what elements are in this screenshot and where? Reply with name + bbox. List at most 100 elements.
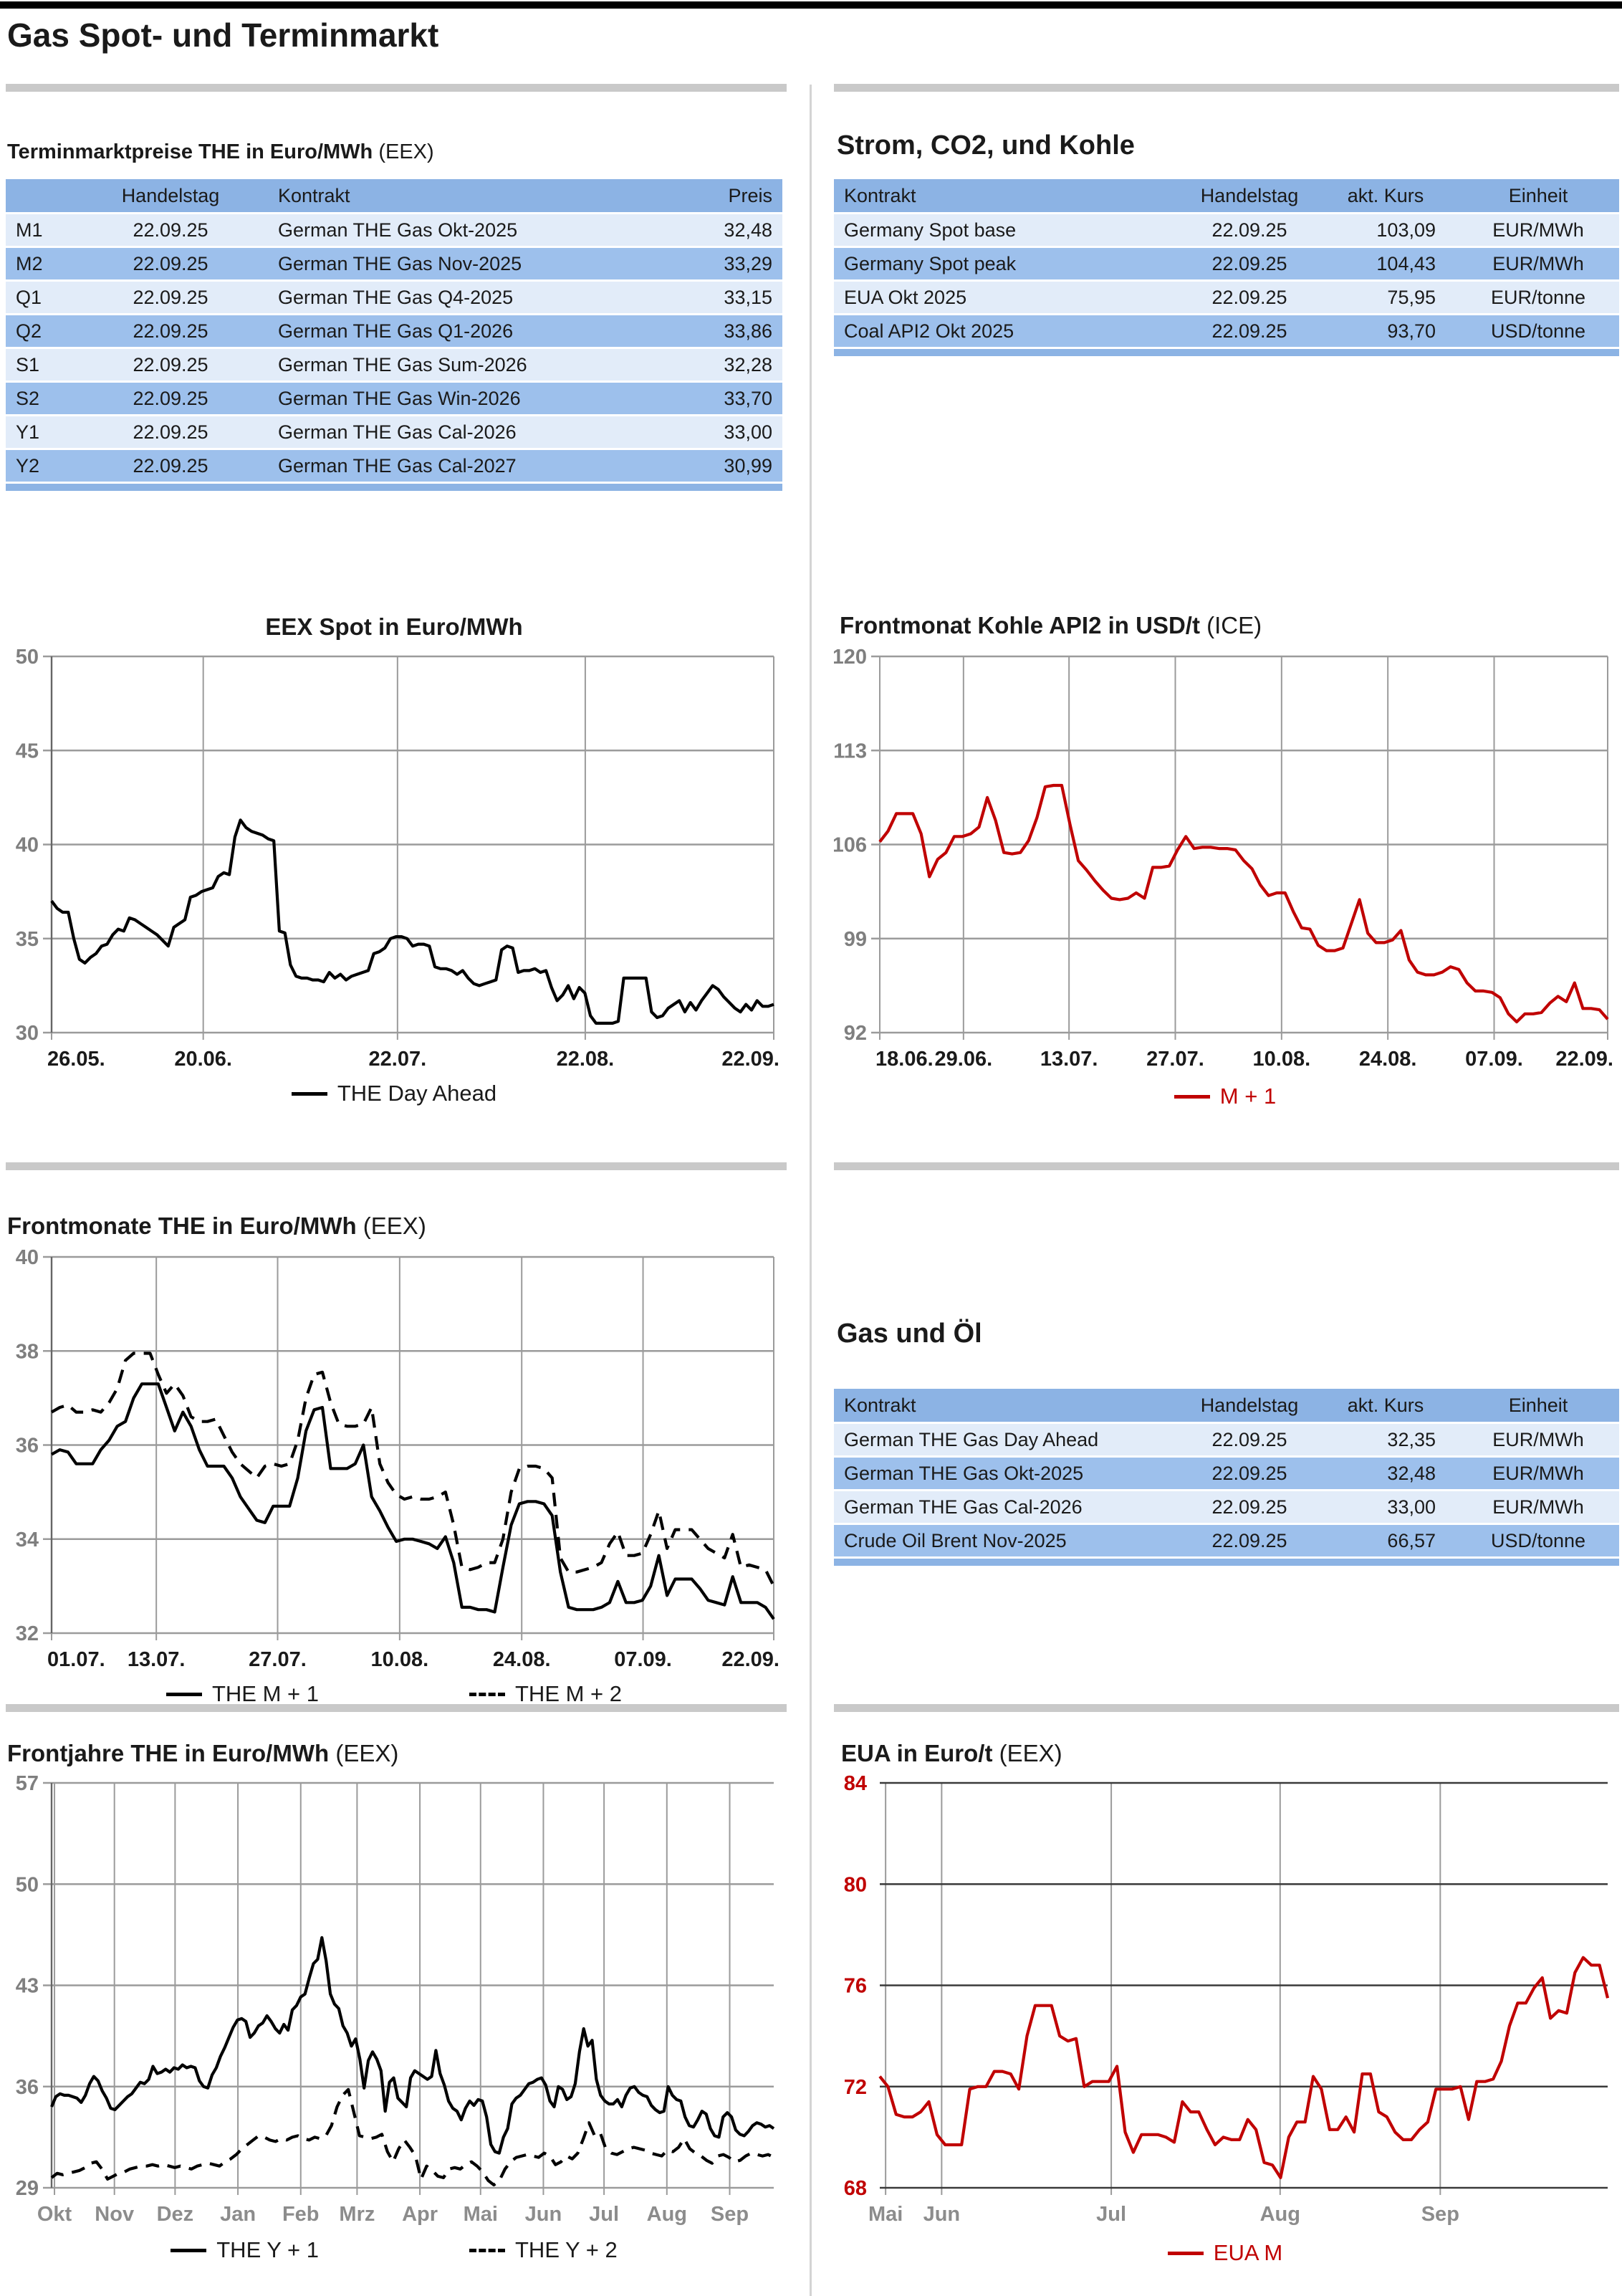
svg-text:22.08.: 22.08. [557, 1048, 615, 1071]
legend-label: THE M + 1 [211, 1681, 319, 1706]
table-cell: Q1 [16, 286, 42, 308]
table-cell: 33,86 [724, 320, 772, 342]
frontmonate-chart-title: Frontmonate THE in Euro/MWh (EEX) [7, 1212, 426, 1239]
table-cell: 32,48 [724, 219, 772, 241]
frontmonate-legend: THE M + 1 THE M + 2 [6, 1681, 782, 1707]
table-cell: 22.09.25 [1211, 1529, 1287, 1551]
table-cell: EUA Okt 2025 [844, 286, 967, 308]
svg-text:01.07.: 01.07. [47, 1648, 105, 1671]
svg-text:Nov: Nov [95, 2203, 134, 2226]
svg-text:29: 29 [16, 2177, 39, 2200]
table-cell: 22.09.25 [133, 252, 208, 274]
table-cell: 93,70 [1387, 320, 1436, 342]
svg-text:Apr: Apr [402, 2203, 438, 2226]
svg-text:32: 32 [16, 1622, 39, 1645]
svg-text:50: 50 [16, 1873, 39, 1896]
svg-text:10.08.: 10.08. [371, 1648, 429, 1671]
table-cell: 22.09.25 [133, 421, 208, 443]
svg-text:13.07.: 13.07. [1040, 1048, 1098, 1071]
table-cell: 22.09.25 [133, 286, 208, 308]
table-cell: 30,99 [724, 454, 772, 477]
table-cell: 22.09.25 [133, 353, 208, 376]
table-cell: 22.09.25 [1211, 252, 1287, 274]
table-cell: S1 [16, 353, 40, 376]
svg-text:Okt: Okt [37, 2203, 72, 2226]
table-cell: 75,95 [1387, 286, 1436, 308]
table-bottom-bar [834, 1559, 1619, 1566]
legend-line-sample [171, 2248, 207, 2252]
svg-text:50: 50 [16, 646, 39, 669]
table-cell: USD/tonne [1490, 320, 1586, 342]
right-column-rule-bottom [834, 1704, 1619, 1712]
top-rule [0, 1, 1622, 9]
table-row: S1 22.09.25 German THE Gas Sum-2026 32,28 [6, 348, 782, 382]
svg-text:Jun: Jun [525, 2203, 562, 2226]
table-cell: 33,29 [724, 252, 772, 274]
legend-label: EUA M [1213, 2240, 1283, 2265]
table-cell: 33,00 [724, 421, 772, 443]
table-row: S2 22.09.25 German THE Gas Win-2026 33,70 [6, 381, 782, 416]
svg-text:68: 68 [844, 2177, 867, 2200]
legend-entry: EUA M [1167, 2240, 1283, 2266]
series-the-y-1 [50, 1936, 775, 2155]
table-header-cell: Einheit [1508, 184, 1568, 206]
strom-table: Kontrakt Handelstag akt. Kurs Einheit German… [834, 179, 1619, 356]
table-cell: Q2 [16, 320, 42, 342]
svg-text:Dez: Dez [157, 2203, 194, 2226]
svg-text:35: 35 [16, 928, 39, 951]
table-bottom-bar [834, 349, 1619, 356]
svg-text:Aug: Aug [647, 2203, 687, 2226]
svg-text:34: 34 [16, 1529, 39, 1551]
legend-label: M + 1 [1219, 1084, 1277, 1109]
svg-text:Jan: Jan [220, 2203, 256, 2226]
svg-text:10.08.: 10.08. [1253, 1048, 1311, 1071]
table-header-cell: Handelstag [1200, 184, 1299, 206]
svg-text:84: 84 [844, 1772, 867, 1795]
frontjahre-chart-title: Frontjahre THE in Euro/MWh (EEX) [7, 1740, 399, 1766]
svg-text:Sep: Sep [1421, 2203, 1459, 2226]
table-cell: Coal API2 Okt 2025 [844, 320, 1014, 342]
termin-table-title-suffix: (EEX) [378, 140, 434, 163]
left-column-rule-bottom [6, 1704, 787, 1712]
table-cell: German THE Gas Win-2026 [278, 387, 521, 409]
table-header-row: Kontrakt Handelstag akt. Kurs Einheit [834, 1389, 1619, 1423]
svg-text:27.07.: 27.07. [249, 1648, 307, 1671]
table-cell: Germany Spot peak [844, 252, 1017, 274]
table-cell: German THE Gas Q1-2026 [278, 320, 514, 342]
svg-text:76: 76 [844, 1975, 867, 1998]
legend-entry: THE Y + 2 [469, 2237, 618, 2263]
svg-text:40: 40 [16, 1246, 39, 1269]
svg-text:29.06.: 29.06. [935, 1048, 993, 1071]
table-cell: Y2 [16, 454, 40, 477]
svg-text:92: 92 [844, 1022, 867, 1045]
legend-entry: THE M + 2 [469, 1681, 622, 1707]
frontjahre-chart: 29 36 43 50 57 Okt Nov Dez Jan Feb Mrz Apr Mai Jun Jul… [6, 1769, 782, 2227]
eua-legend: EUA M [834, 2240, 1616, 2266]
svg-text:27.07.: 27.07. [1146, 1048, 1204, 1071]
right-column-rule-mid [834, 1162, 1619, 1170]
svg-text:36: 36 [16, 1435, 39, 1458]
termin-table-title: Terminmarktpreise THE in Euro/MWh (EEX) [7, 140, 434, 163]
svg-text:30: 30 [16, 1022, 39, 1045]
table-header-cell: Handelstag [121, 184, 220, 206]
svg-text:43: 43 [16, 1975, 39, 1998]
table-row: Germany Spot peak 22.09.25 104,43 EUR/MWh [834, 247, 1619, 281]
legend-line-sample [469, 1692, 505, 1696]
right-column-rule-top [834, 84, 1619, 92]
svg-text:72: 72 [844, 2076, 867, 2099]
svg-text:113: 113 [834, 740, 867, 762]
legend-label: THE M + 2 [515, 1681, 623, 1706]
svg-text:38: 38 [16, 1340, 39, 1363]
strom-section-title: Strom, CO2, und Kohle [837, 130, 1135, 161]
table-cell: 22.09.25 [133, 320, 208, 342]
svg-text:Mai: Mai [868, 2203, 903, 2226]
table-cell: EUR/MWh [1492, 219, 1584, 241]
svg-text:80: 80 [844, 1873, 867, 1896]
table-header-cell: Kontrakt [278, 184, 350, 206]
table-cell: German THE Gas Cal-2026 [278, 421, 517, 443]
column-divider [810, 85, 812, 2296]
table-cell: EUR/MWh [1492, 1428, 1584, 1450]
kohle-chart-title: Frontmonat Kohle API2 in USD/t (ICE) [840, 612, 1262, 638]
svg-text:45: 45 [16, 740, 39, 762]
series-the-day-ahead [50, 818, 774, 1025]
